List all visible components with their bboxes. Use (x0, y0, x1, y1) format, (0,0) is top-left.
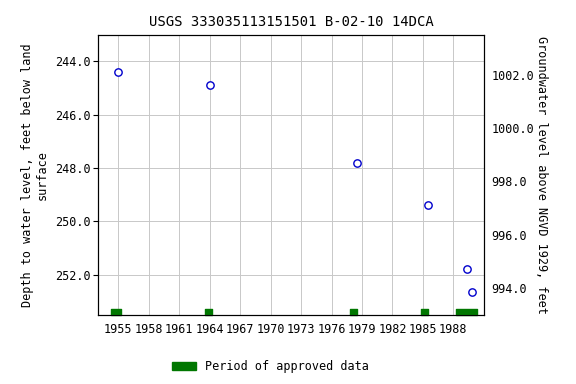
Y-axis label: Depth to water level, feet below land
surface: Depth to water level, feet below land su… (21, 43, 49, 306)
Point (467, 289, 476, 295)
Y-axis label: Groundwater level above NGVD 1929, feet: Groundwater level above NGVD 1929, feet (535, 36, 548, 314)
Title: USGS 333035113151501 B-02-10 14DCA: USGS 333035113151501 B-02-10 14DCA (149, 15, 433, 29)
Point (113, 69, 123, 75)
Point (353, 160, 362, 166)
Point (205, 82, 214, 88)
Point (423, 202, 433, 209)
Point (462, 266, 471, 273)
Legend: Period of approved data: Period of approved data (168, 356, 374, 378)
